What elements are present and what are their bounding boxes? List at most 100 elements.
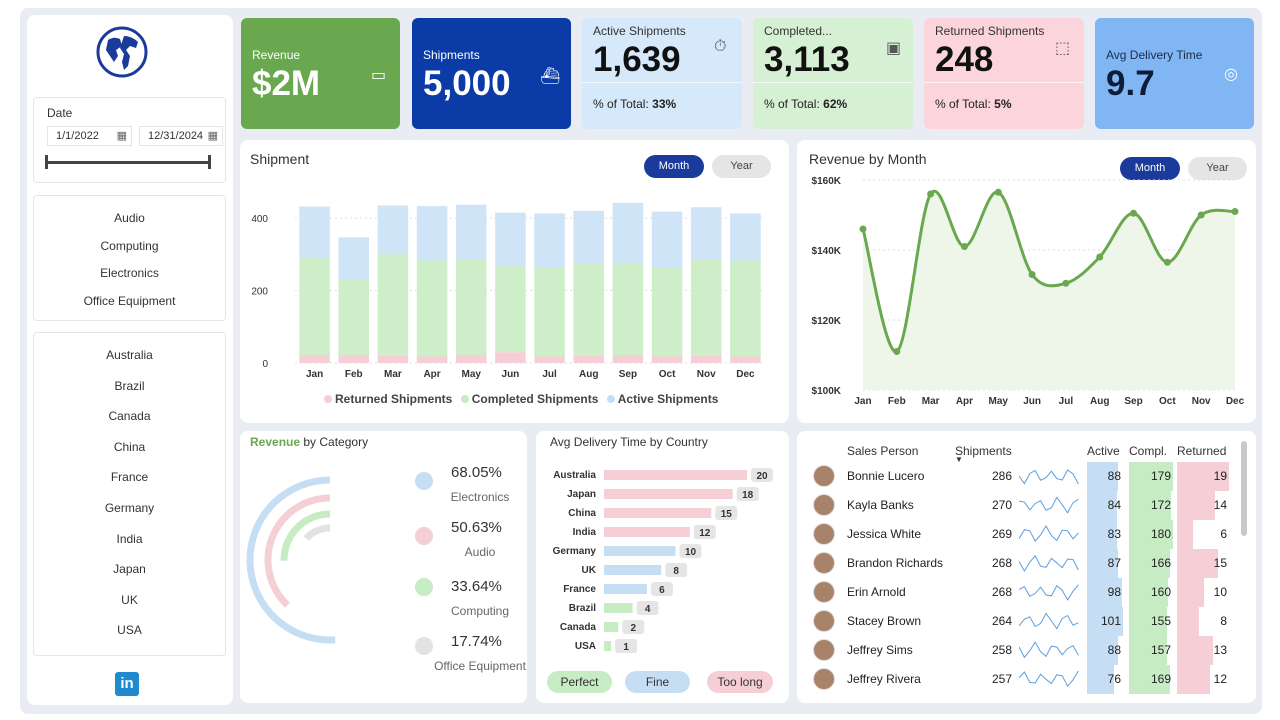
country-slicer-item[interactable]: UK (121, 593, 138, 607)
shipment-bar-2[interactable] (651, 211, 683, 268)
revenue-point[interactable] (960, 243, 968, 250)
revenue-point[interactable] (994, 188, 1002, 196)
shipment-bar-0[interactable] (416, 356, 448, 363)
shipment-bar-0[interactable] (299, 355, 330, 363)
shipment-bar-1[interactable] (338, 278, 370, 356)
table-row[interactable]: Jeffrey Rivera 257 76 169 12 (797, 665, 1237, 694)
too-long-pill[interactable]: Too long (707, 671, 773, 693)
shipment-bar-0[interactable] (651, 356, 683, 363)
shipment-bar-0[interactable] (338, 355, 370, 363)
shipment-bar-0[interactable] (690, 355, 722, 363)
category-slicer-item[interactable]: Computing (100, 239, 159, 253)
table-row[interactable]: Bonnie Lucero 286 88 179 19 (797, 462, 1237, 491)
sort-desc-icon[interactable]: ▼ (955, 455, 963, 464)
category-arc[interactable] (246, 476, 336, 644)
category-slicer-item[interactable]: Office Equipment (83, 294, 176, 308)
col-header-shipments[interactable]: Shipments (955, 444, 1012, 458)
shipment-bar-2[interactable] (416, 206, 448, 261)
date-end-input[interactable]: 12/31/2024 ▦ (139, 126, 223, 146)
calendar-icon[interactable]: ▦ (116, 130, 127, 142)
table-scrollbar[interactable] (1241, 441, 1247, 536)
delivery-bar[interactable] (604, 565, 662, 575)
shipment-bar-1[interactable] (612, 262, 644, 356)
category-slicer-item[interactable]: Electronics (100, 266, 159, 280)
category-slicer-item[interactable]: Audio (114, 211, 145, 225)
shipment-bar-0[interactable] (573, 355, 605, 363)
shipment-bar-2[interactable] (690, 207, 722, 260)
delivery-bar[interactable] (604, 527, 690, 537)
delivery-bar[interactable] (604, 584, 647, 594)
revenue-point[interactable] (1062, 279, 1070, 287)
revenue-point[interactable] (1096, 253, 1104, 261)
delivery-bar[interactable] (604, 641, 612, 651)
shipment-bar-1[interactable] (455, 259, 487, 356)
country-slicer-item[interactable]: Brazil (114, 379, 145, 393)
country-slicer-item[interactable]: France (110, 470, 149, 484)
shipment-bar-2[interactable] (534, 213, 565, 268)
shipment-month-toggle[interactable]: Month (644, 155, 704, 178)
fine-pill[interactable]: Fine (625, 671, 690, 693)
perfect-pill[interactable]: Perfect (547, 671, 612, 693)
revenue-month-toggle[interactable]: Month (1120, 157, 1180, 180)
table-row[interactable]: Stacey Brown 264 101 155 8 (797, 607, 1237, 636)
revenue-point[interactable] (1231, 208, 1239, 215)
shipment-bar-2[interactable] (455, 204, 487, 260)
shipment-bar-0[interactable] (612, 355, 644, 363)
revenue-year-toggle[interactable]: Year (1188, 157, 1247, 180)
delivery-bar[interactable] (604, 546, 676, 556)
country-slicer-item[interactable]: Australia (106, 348, 153, 362)
shipment-bar-0[interactable] (495, 352, 526, 363)
delivery-bar[interactable] (604, 508, 712, 518)
shipment-bar-2[interactable] (730, 213, 761, 261)
shipment-bar-0[interactable] (534, 356, 565, 363)
shipment-bar-1[interactable] (377, 254, 409, 356)
shipment-bar-2[interactable] (495, 212, 526, 266)
shipment-bar-1[interactable] (690, 259, 722, 356)
country-slicer-item[interactable]: India (116, 532, 143, 546)
revenue-point[interactable] (1197, 211, 1205, 219)
country-slicer-item[interactable]: Canada (108, 409, 151, 423)
table-row[interactable]: Jeffrey Sims 258 88 157 13 (797, 636, 1237, 665)
shipment-bar-1[interactable] (730, 260, 761, 357)
linkedin-icon[interactable]: in (115, 672, 139, 696)
shipment-bar-1[interactable] (495, 265, 526, 353)
date-start-input[interactable]: 1/1/2022 ▦ (47, 126, 132, 146)
country-slicer-item[interactable]: China (113, 440, 146, 454)
table-row[interactable]: Jessica White 269 83 180 6 (797, 520, 1237, 549)
table-row[interactable]: Erin Arnold 268 98 160 10 (797, 578, 1237, 607)
country-slicer-item[interactable]: Germany (104, 501, 155, 515)
shipment-bar-0[interactable] (377, 355, 409, 363)
shipment-bar-1[interactable] (534, 267, 565, 357)
shipment-bar-2[interactable] (299, 206, 330, 258)
category-arc[interactable] (264, 494, 331, 608)
shipment-bar-1[interactable] (416, 260, 448, 357)
revenue-point[interactable] (1130, 209, 1138, 217)
category-arc[interactable] (303, 524, 331, 542)
revenue-point[interactable] (1028, 271, 1036, 278)
date-range-slider[interactable] (45, 155, 211, 169)
country-slicer-item[interactable]: USA (117, 623, 142, 637)
shipment-bar-1[interactable] (573, 263, 605, 356)
delivery-bar[interactable] (604, 603, 633, 613)
table-row[interactable]: Kayla Banks 270 84 172 14 (797, 491, 1237, 520)
table-row[interactable]: Brandon Richards 268 87 166 15 (797, 549, 1237, 578)
shipment-bar-2[interactable] (612, 202, 644, 263)
shipment-bar-2[interactable] (338, 237, 370, 279)
revenue-point[interactable] (1163, 258, 1171, 266)
category-arc[interactable] (280, 510, 331, 561)
country-slicer-item[interactable]: Japan (113, 562, 146, 576)
shipment-bar-0[interactable] (455, 355, 487, 363)
shipment-bar-0[interactable] (730, 356, 761, 363)
delivery-bar[interactable] (604, 489, 733, 499)
shipment-bar-1[interactable] (299, 257, 330, 356)
col-header-returned[interactable]: Returned (1177, 444, 1227, 458)
revenue-point[interactable] (859, 225, 867, 233)
delivery-bar[interactable] (604, 470, 747, 480)
shipment-bar-2[interactable] (573, 210, 605, 264)
revenue-point[interactable] (927, 190, 935, 198)
revenue-point[interactable] (893, 348, 901, 355)
shipment-bar-2[interactable] (377, 205, 409, 255)
shipment-year-toggle[interactable]: Year (712, 155, 771, 178)
delivery-bar[interactable] (604, 622, 619, 632)
calendar-icon[interactable]: ▦ (207, 130, 218, 142)
